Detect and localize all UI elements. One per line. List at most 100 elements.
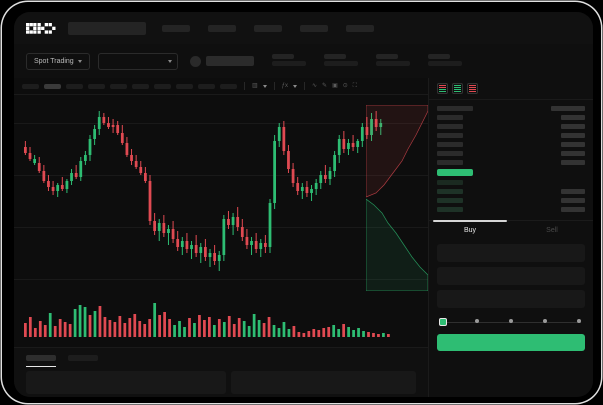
gridline — [14, 175, 428, 176]
ask-row[interactable] — [437, 140, 585, 149]
tab-open-orders[interactable] — [26, 355, 56, 367]
ask-row[interactable] — [437, 122, 585, 131]
app-screen: Spot Trading — [14, 12, 593, 397]
toolbar-divider — [244, 82, 245, 90]
order-price-field[interactable] — [437, 244, 585, 262]
stat-2 — [375, 54, 410, 68]
timeframe-9[interactable] — [220, 83, 237, 89]
timeframe-1[interactable] — [44, 83, 61, 89]
timeframe-4[interactable] — [110, 83, 127, 89]
orders-tabs — [14, 348, 428, 367]
slider-stop-25[interactable] — [475, 319, 479, 323]
stat-1-label — [323, 54, 346, 59]
orderbook-trade-panel: Buy Sell — [428, 78, 593, 397]
chevron-down-icon — [167, 59, 172, 63]
nav-item-0[interactable] — [162, 24, 190, 32]
timeframe-0[interactable] — [22, 83, 39, 89]
depth-asks-icon[interactable] — [467, 83, 478, 94]
chart-toolbar: ▥ ƒx ∿ ✎ ▣ ⊙ ⛶ — [14, 78, 428, 95]
candlestick-series — [24, 111, 383, 271]
stat-0-value — [271, 61, 306, 66]
fullscreen-icon[interactable]: ⛶ — [352, 83, 357, 89]
bid-row[interactable] — [437, 196, 585, 205]
tab-buy[interactable]: Buy — [429, 220, 511, 239]
trendline-icon[interactable]: ∿ — [312, 83, 318, 89]
gridline — [14, 123, 428, 124]
ask-row[interactable] — [437, 131, 585, 140]
tab-sell[interactable]: Sell — [546, 227, 558, 234]
toolbar-divider — [273, 82, 275, 90]
timeframe-6[interactable] — [154, 83, 171, 89]
chevron-down-icon[interactable] — [262, 84, 267, 88]
order-amount-field[interactable] — [437, 267, 585, 285]
slider-stop-50[interactable] — [509, 319, 513, 323]
slider-stop-75[interactable] — [543, 319, 547, 323]
chevron-down-icon — [77, 59, 82, 63]
orderbook-view-toggles — [429, 78, 593, 100]
okx-logo-icon — [26, 22, 56, 34]
orders-panel — [14, 347, 428, 397]
nav-item-3[interactable] — [300, 24, 328, 32]
bid-row[interactable] — [437, 178, 585, 187]
stat-1-value — [323, 61, 358, 66]
spread-highlight — [437, 169, 473, 176]
ask-row[interactable] — [437, 158, 585, 167]
price-chart[interactable] — [14, 95, 428, 291]
spread-row — [437, 167, 585, 178]
submit-order-button[interactable] — [437, 334, 585, 351]
stat-0 — [271, 54, 306, 68]
bid-row[interactable] — [437, 205, 585, 214]
nav-item-4[interactable] — [346, 24, 374, 32]
timeframe-3[interactable] — [88, 83, 105, 89]
volume-series — [24, 303, 390, 337]
toolbar-divider — [304, 82, 306, 90]
slider-handle[interactable] — [439, 317, 447, 326]
pencil-icon[interactable]: ✎ — [322, 83, 328, 89]
market-subheader: Spot Trading — [14, 44, 593, 78]
last-price — [205, 56, 254, 66]
stat-0-label — [271, 54, 294, 59]
orderbook-header-row — [437, 104, 585, 113]
depth-both-icon[interactable] — [437, 83, 448, 94]
depth-bids-icon[interactable] — [452, 83, 463, 94]
amount-percent-slider[interactable] — [439, 317, 583, 327]
pair-select[interactable] — [97, 52, 178, 70]
buy-sell-tabs: Buy Sell — [429, 220, 593, 239]
chevron-down-icon[interactable] — [293, 84, 298, 88]
nav-item-1[interactable] — [208, 24, 236, 32]
timeframe-2[interactable] — [66, 83, 83, 89]
timeframe-7[interactable] — [176, 83, 193, 89]
timeframe-8[interactable] — [198, 83, 215, 89]
bid-row[interactable] — [437, 187, 585, 196]
tab-order-history[interactable] — [68, 355, 98, 361]
depth-chart-overlay — [366, 105, 428, 291]
camera-icon[interactable]: ▣ — [332, 83, 338, 89]
search-input[interactable] — [68, 21, 146, 35]
order-total-field[interactable] — [437, 290, 585, 308]
gridline — [14, 279, 428, 280]
stat-2-label — [375, 54, 398, 59]
orders-content — [14, 361, 428, 394]
stat-3 — [427, 54, 462, 68]
okx-logo[interactable] — [26, 22, 56, 34]
stat-3-value — [427, 61, 462, 66]
settings-icon[interactable]: ⊙ — [342, 83, 348, 89]
stat-1 — [323, 54, 358, 68]
orders-card-1[interactable] — [231, 371, 416, 394]
orderbook-rows — [429, 100, 593, 214]
indicators-icon[interactable]: ƒx — [281, 83, 289, 89]
orders-card-0[interactable] — [26, 371, 226, 394]
coin-avatar — [189, 55, 201, 67]
slider-stop-100[interactable] — [577, 319, 581, 323]
ask-row[interactable] — [437, 113, 585, 122]
timeframe-5[interactable] — [132, 83, 149, 89]
candle-type-icon[interactable]: ▥ — [252, 83, 258, 89]
gridline — [14, 227, 428, 228]
nav-item-2[interactable] — [254, 24, 282, 32]
stat-3-label — [427, 54, 450, 59]
volume-chart — [14, 291, 428, 347]
trading-mode-dropdown[interactable]: Spot Trading — [26, 52, 90, 70]
ask-row[interactable] — [437, 149, 585, 158]
stat-2-value — [375, 61, 410, 66]
